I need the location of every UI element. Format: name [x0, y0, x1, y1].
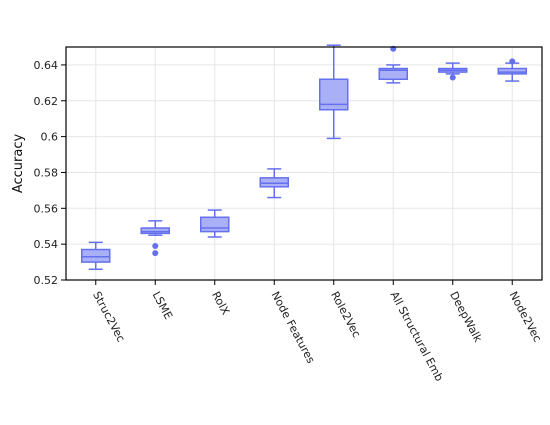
iqr-box	[378, 67, 408, 81]
box-deepwalk	[438, 62, 468, 81]
box-struc2vec	[81, 241, 111, 270]
iqr-box	[497, 67, 527, 75]
x-tick-label: Node2Vec	[507, 289, 544, 344]
x-tick-label: Node Features	[269, 289, 318, 366]
y-tick-label: 0.62	[34, 95, 59, 108]
box-role2vec	[319, 44, 349, 140]
outlier-point	[449, 74, 456, 81]
y-axis-title: Accuracy	[11, 134, 26, 194]
box-series	[81, 44, 527, 270]
outlier-point	[152, 250, 159, 257]
y-tick-label: 0.58	[34, 166, 59, 179]
y-tick-label: 0.6	[41, 131, 59, 144]
iqr-box	[200, 216, 230, 233]
y-tick-label: 0.64	[34, 59, 59, 72]
x-tick-label: RolX	[209, 289, 232, 317]
iqr-box	[259, 177, 289, 188]
x-tick-label: Struc2Vec	[90, 289, 127, 344]
x-axis-ticks: Struc2Vec LSME RolX Node Features Role2Vec Al…	[90, 280, 544, 383]
box-all-structural-emb	[378, 45, 408, 84]
x-tick-label: Role2Vec	[328, 289, 363, 339]
y-tick-label: 0.54	[34, 238, 59, 251]
y-tick-label: 0.52	[34, 274, 59, 287]
iqr-box	[140, 227, 170, 235]
y-tick-label: 0.56	[34, 202, 59, 215]
box-node2vec	[497, 58, 527, 82]
outlier-point	[509, 58, 516, 65]
box-node-features	[259, 168, 289, 199]
box-rolx	[200, 209, 230, 238]
box-lsme	[140, 220, 170, 257]
gridlines	[66, 47, 542, 281]
y-axis-ticks: 0.52 0.54 0.56 0.58 0.6 0.62 0.64	[34, 59, 66, 287]
x-tick-label: DeepWalk	[447, 289, 485, 345]
x-tick-label: All Structural Emb	[388, 289, 446, 383]
iqr-box	[319, 78, 349, 111]
iqr-box	[81, 248, 111, 263]
plot-frame	[65, 46, 543, 281]
outlier-point	[152, 242, 159, 249]
x-tick-label: LSME	[150, 289, 175, 321]
